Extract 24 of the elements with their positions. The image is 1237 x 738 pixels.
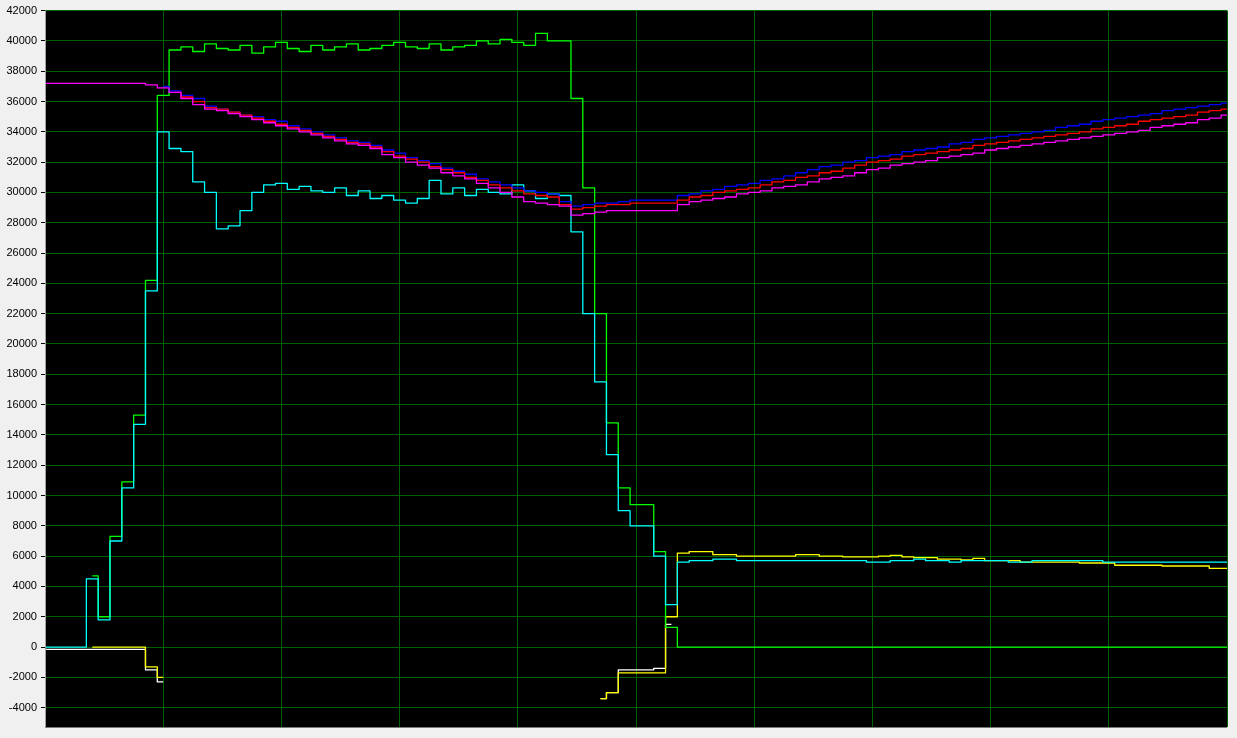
- y-tick-label: 8000: [12, 518, 37, 531]
- y-tick-label: 42000: [6, 3, 37, 16]
- y-tick-label: 40000: [6, 33, 37, 46]
- y-tick-label: 4000: [12, 579, 37, 592]
- y-tick-label: 28000: [6, 215, 37, 228]
- y-tick-label: 38000: [6, 64, 37, 77]
- y-tick-label: 10000: [6, 488, 37, 501]
- y-tick-label: 18000: [6, 367, 37, 380]
- y-tick-label: 16000: [6, 397, 37, 410]
- y-tick-label: 12000: [6, 458, 37, 471]
- y-tick-label: 24000: [6, 276, 37, 289]
- y-tick-label: 6000: [12, 549, 37, 562]
- y-tick-label: 36000: [6, 94, 37, 107]
- y-tick-label: 32000: [6, 155, 37, 168]
- y-tick-label: 14000: [6, 427, 37, 440]
- y-tick-label: -2000: [8, 670, 37, 683]
- y-tick-label: 26000: [6, 246, 37, 259]
- y-tick-label: 2000: [12, 609, 37, 622]
- y-tick-label: 22000: [6, 306, 37, 319]
- y-tick-label: 34000: [6, 124, 37, 137]
- y-tick-label: 30000: [6, 185, 37, 198]
- y-tick-label: 20000: [6, 337, 37, 350]
- y-tick-label: -4000: [8, 700, 37, 713]
- y-tick-label: 0: [30, 640, 37, 653]
